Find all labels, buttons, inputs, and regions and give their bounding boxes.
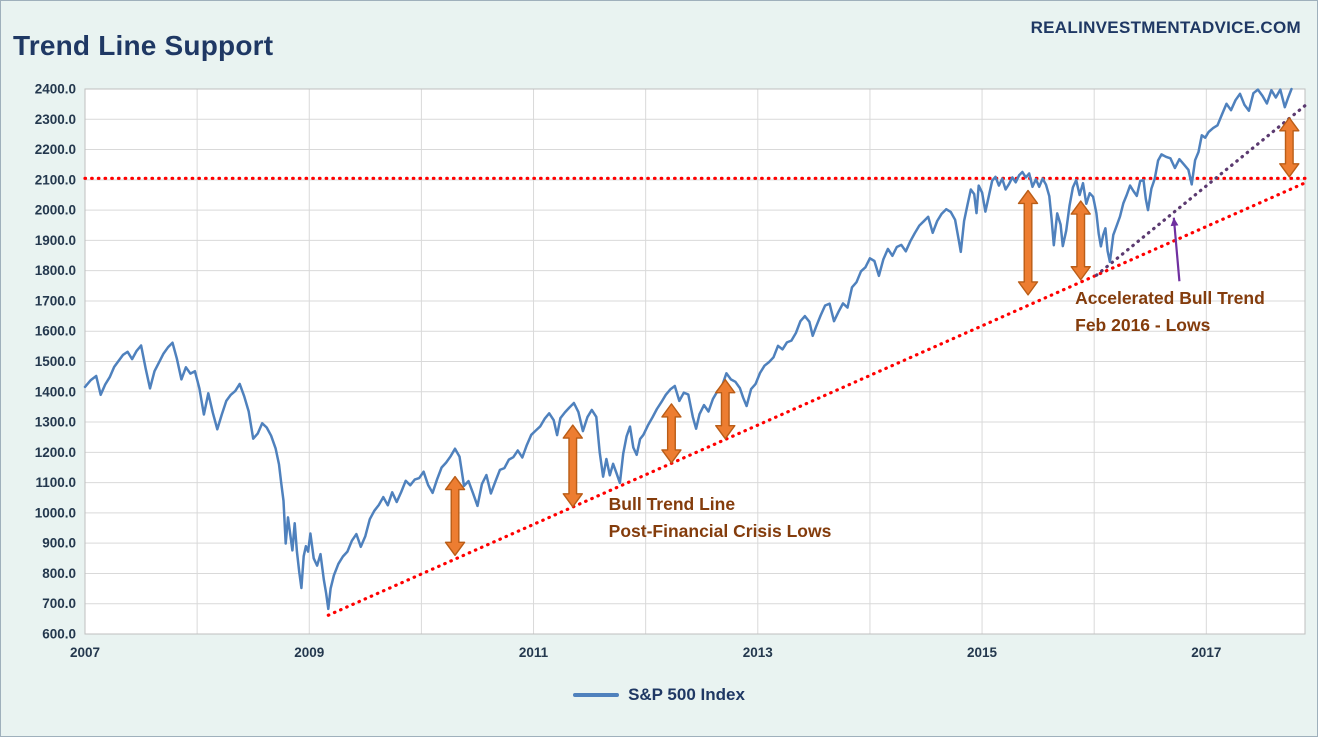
svg-text:1500.0: 1500.0 [35,354,76,369]
support-arrow-icon [1070,200,1091,281]
pointer-arrow-icon [1172,217,1181,282]
support-arrow-icon [562,424,583,508]
support-arrow-icon [1279,117,1300,178]
svg-text:1300.0: 1300.0 [35,415,76,430]
svg-text:1000.0: 1000.0 [35,505,76,520]
svg-text:2017: 2017 [1191,645,1221,660]
svg-text:700.0: 700.0 [42,596,76,611]
support-arrow-icon [715,378,736,440]
svg-text:2007: 2007 [70,645,100,660]
bull-trend-label: Post-Financial Crisis Lows [609,521,832,541]
svg-text:1800.0: 1800.0 [35,263,76,278]
page-title: Trend Line Support [13,29,274,61]
legend-label: S&P 500 Index [628,685,745,704]
accelerated-label: Accelerated Bull Trend [1075,288,1265,308]
x-axis-labels: 2007 2009 2011 2013 2015 2017 [70,645,1221,660]
y-axis-labels: 600.0 700.0 800.0 900.0 1000.0 1100.0 1200.0 13… [35,82,76,642]
pointer-arrowhead-icon [1170,217,1179,227]
svg-text:1700.0: 1700.0 [35,293,76,308]
accelerated-trend-line [1094,104,1307,277]
svg-text:900.0: 900.0 [42,536,76,551]
accelerated-label: Feb 2016 - Lows [1075,315,1210,335]
bull-trend-label: Bull Trend Line [609,494,736,514]
svg-text:2009: 2009 [294,645,324,660]
chart-legend: S&P 500 Index [1,685,1317,705]
svg-text:1600.0: 1600.0 [35,324,76,339]
bull-trend-line [326,181,1307,617]
support-arrows [444,117,1300,556]
legend-line-sample [573,693,620,697]
sp500-price-line [83,87,1293,611]
svg-text:2400.0: 2400.0 [35,82,76,97]
annotations: Bull Trend Line Post-Financial Crisis Low… [609,288,1265,541]
support-arrow-icon [1017,189,1039,296]
svg-text:2011: 2011 [519,645,549,660]
svg-text:2200.0: 2200.0 [35,142,76,157]
gridlines [84,88,1306,635]
support-arrow-icon [661,403,682,464]
svg-text:600.0: 600.0 [42,627,76,642]
support-arrow-icon [444,475,466,556]
svg-text:1100.0: 1100.0 [35,475,76,490]
svg-text:1200.0: 1200.0 [35,445,76,460]
svg-text:2013: 2013 [743,645,774,660]
site-watermark: REALINVESTMENTADVICE.COM [1030,18,1301,37]
svg-text:2015: 2015 [967,645,998,660]
svg-text:1900.0: 1900.0 [35,233,76,248]
svg-text:2300.0: 2300.0 [35,112,76,127]
svg-text:2000.0: 2000.0 [35,203,76,218]
svg-text:2100.0: 2100.0 [35,172,76,187]
svg-text:800.0: 800.0 [42,566,76,581]
svg-text:1400.0: 1400.0 [35,384,76,399]
